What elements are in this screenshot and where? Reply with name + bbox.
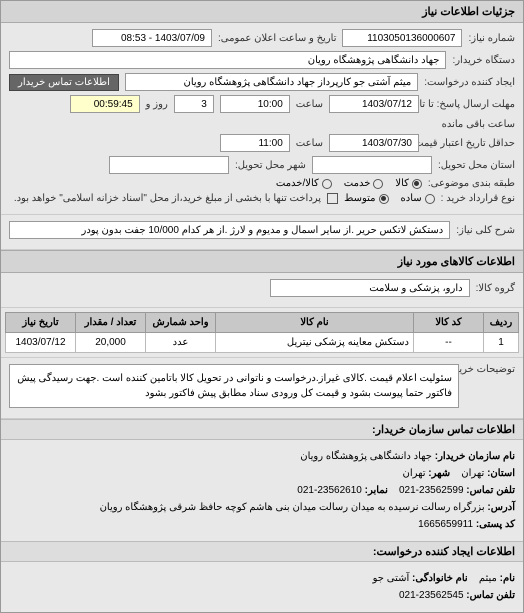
request-number: 1103050136000607 [342, 29, 462, 47]
th-qty: تعداد / مقدار [76, 313, 146, 333]
fax-value: 23562610-021 [297, 485, 362, 496]
th-row: ردیف [484, 313, 519, 333]
radio-simple-label: ساده [401, 193, 422, 204]
notes-section: توضیحات خریدار: سئولیت اعلام قیمت .کالای… [1, 358, 523, 419]
radio-both-label: کالا/خدمت [276, 178, 319, 189]
radio-goods-circle [412, 179, 422, 189]
contact-title: اطلاعات تماس سازمان خریدار: [1, 419, 523, 440]
req-phone-label: تلفن تماس: [466, 590, 515, 601]
radio-simple-circle [425, 194, 435, 204]
req-phone-value: 23562545-021 [399, 590, 464, 601]
radio-both-circle [322, 179, 332, 189]
contact-buyer-button[interactable]: اطلاعات تماس خریدار [9, 74, 119, 91]
requester-section: نام: میثم نام خانوادگی: آشتی جو تلفن تما… [1, 562, 523, 612]
radio-service-label: خدمت [344, 178, 371, 189]
response-date: 1403/07/12 [329, 95, 419, 113]
remaining-suffix: ساعت باقی مانده [442, 119, 515, 130]
requester-name: میثم آشتی جو کارپرداز جهاد دانشگاهی پژوه… [125, 73, 418, 91]
radio-simple[interactable]: ساده [401, 193, 435, 204]
th-unit: واحد شمارش [146, 313, 216, 333]
request-info-section: شماره نیاز: 1103050136000607 تاریخ و ساع… [1, 23, 523, 215]
classification-label: طبقه بندی موضوعی: [428, 178, 515, 189]
classification-radio-group: کالا خدمت کالا/خدمت [276, 178, 422, 189]
postal-label: کد پستی: [476, 519, 515, 530]
page-header: جزئیات اطلاعات نیاز [1, 1, 523, 23]
radio-service-circle [373, 179, 383, 189]
address-label: آدرس: [487, 502, 515, 513]
radio-goods-label: کالا [395, 178, 409, 189]
price-validity-date: 1403/07/30 [329, 134, 419, 152]
cell-unit: عدد [146, 333, 216, 353]
requester-title: اطلاعات ایجاد کننده درخواست: [1, 541, 523, 562]
price-validity-label: حداقل تاریخ اعتبار قیمت: تا تاریخ: [425, 138, 515, 149]
phone-value: 23562599-021 [399, 485, 464, 496]
response-time: 10:00 [220, 95, 290, 113]
delivery-province [312, 156, 432, 174]
goods-table-section: ردیف کد کالا نام کالا واحد شمارش تعداد /… [1, 308, 523, 358]
radio-goods[interactable]: کالا [395, 178, 422, 189]
radio-both[interactable]: کالا/خدمت [276, 178, 332, 189]
datetime-label: تاریخ و ساعت اعلان عمومی: [218, 33, 337, 44]
province-label: استان: [487, 468, 515, 479]
phone-label: تلفن تماس: [466, 485, 515, 496]
cell-qty: 20,000 [76, 333, 146, 353]
price-validity-time: 11:00 [220, 134, 290, 152]
cell-code: -- [414, 333, 484, 353]
delivery-province-label: استان محل تحویل: [438, 160, 515, 171]
contract-type-label: نوع قرارداد خرید : [441, 193, 515, 204]
buyer-label: دستگاه خریدار: [452, 55, 515, 66]
delivery-city-label: شهر محل تحویل: [235, 160, 306, 171]
address-value: بزرگراه رسالت نرسیده به میدان رسالت میدا… [100, 502, 485, 513]
time-label-2: ساعت [296, 138, 323, 149]
page-title: جزئیات اطلاعات نیاز [422, 6, 515, 18]
city-label: شهر: [428, 468, 450, 479]
remaining-days: 3 [174, 95, 214, 113]
goods-table: ردیف کد کالا نام کالا واحد شمارش تعداد /… [5, 312, 519, 353]
th-code: کد کالا [414, 313, 484, 333]
response-deadline-label: مهلت ارسال پاسخ: تا تاریخ: [425, 99, 515, 110]
radio-medium-circle [379, 194, 389, 204]
province-value: تهران [461, 468, 484, 479]
th-date: تاریخ نیاز [6, 313, 76, 333]
radio-medium[interactable]: متوسط [344, 193, 388, 204]
cell-date: 1403/07/12 [6, 333, 76, 353]
goods-group: دارو، پزشکی و سلامت [270, 279, 470, 297]
buyer-name: جهاد دانشگاهی پژوهشگاه رویان [9, 51, 446, 69]
notes-text: سئولیت اعلام قیمت .کالای غیراز.درخواست و… [9, 364, 459, 408]
city-value: تهران [402, 468, 425, 479]
lastname-value: آشتی جو [373, 573, 410, 584]
contact-section: نام سازمان خریدار: جهاد دانشگاهی پژوهشگا… [1, 440, 523, 541]
treasury-note: پرداخت تنها با بخشی از مبلغ خرید،از محل … [14, 193, 321, 204]
main-container: جزئیات اطلاعات نیاز شماره نیاز: 11030501… [0, 0, 524, 613]
table-row: 1 -- دستکش معاینه پزشکی نیتریل عدد 20,00… [6, 333, 519, 353]
description-label: شرح کلی نیاز: [456, 225, 515, 236]
name-value: میثم [479, 573, 497, 584]
cell-row: 1 [484, 333, 519, 353]
notes-label: توضیحات خریدار: [465, 364, 515, 375]
description-text: دستکش لاتکس حریر .از سایر اسمال و مدیوم … [9, 221, 450, 239]
requester-label: ایجاد کننده درخواست: [424, 77, 515, 88]
th-name: نام کالا [216, 313, 414, 333]
org-value: جهاد دانشگاهی پژوهشگاه رویان [300, 451, 432, 462]
goods-group-section: گروه کالا: دارو، پزشکی و سلامت [1, 273, 523, 308]
cell-name: دستکش معاینه پزشکی نیتریل [216, 333, 414, 353]
org-label: نام سازمان خریدار: [435, 451, 515, 462]
name-label: نام: [500, 573, 515, 584]
remaining-time: 00:59:45 [70, 95, 140, 113]
lastname-label: نام خانوادگی: [412, 573, 468, 584]
radio-medium-label: متوسط [344, 193, 375, 204]
goods-section-title: اطلاعات کالاهای مورد نیاز [1, 250, 523, 273]
fax-label: نمابر: [365, 485, 388, 496]
contract-radio-group: ساده متوسط [344, 193, 435, 204]
number-label: شماره نیاز: [468, 33, 515, 44]
request-datetime: 1403/07/09 - 08:53 [92, 29, 212, 47]
treasury-checkbox[interactable] [327, 193, 338, 204]
delivery-city [109, 156, 229, 174]
postal-value: 1665659911 [418, 519, 473, 530]
time-label-1: ساعت [296, 99, 323, 110]
radio-service[interactable]: خدمت [344, 178, 384, 189]
remaining-days-label: روز و [146, 99, 168, 110]
description-section: شرح کلی نیاز: دستکش لاتکس حریر .از سایر … [1, 215, 523, 250]
goods-group-label: گروه کالا: [476, 283, 515, 294]
